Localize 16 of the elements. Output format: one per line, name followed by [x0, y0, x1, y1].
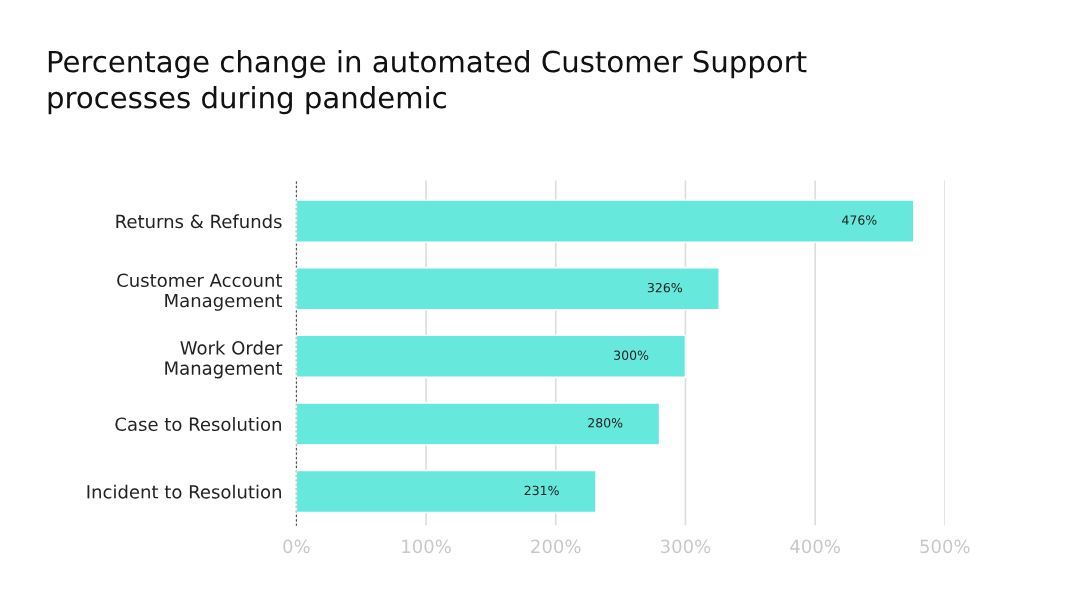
bar: [296, 199, 915, 243]
y-tick-label: Returns & Refunds: [116, 214, 282, 229]
bar: [296, 469, 597, 514]
bar: [296, 402, 661, 446]
data-label: 280%: [588, 418, 623, 428]
y-tick-label: Work Order Management: [165, 340, 283, 379]
data-label: 326%: [647, 282, 682, 293]
y-tick-label: Case to Resolution: [115, 417, 281, 432]
data-label: 300%: [614, 350, 649, 360]
bar: [296, 334, 687, 378]
chart-title: Percentage change in automated Customer Support processes during pandemic: [48, 50, 807, 115]
data-label: 231%: [524, 485, 559, 496]
y-tick-label: Customer Account Management: [117, 273, 283, 311]
data-label: 476%: [842, 215, 877, 225]
bar: [296, 267, 720, 311]
y-tick-label: Incident to Resolution: [87, 484, 281, 499]
